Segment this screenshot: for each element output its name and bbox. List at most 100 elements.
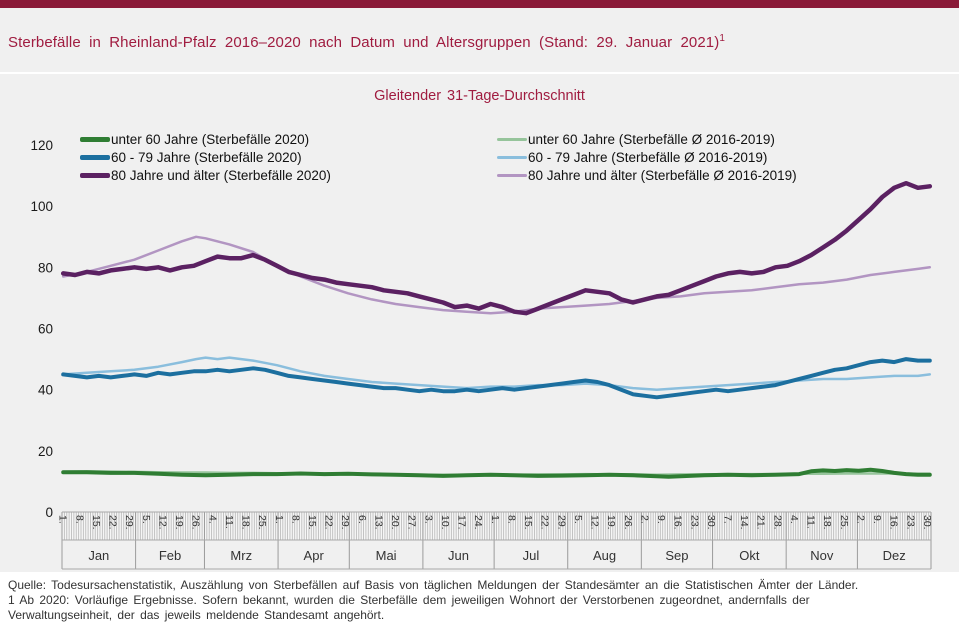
- legend-line-swatch: [497, 155, 527, 159]
- x-axis-day-label: 11.: [805, 515, 817, 529]
- x-axis-day-label: 29.: [123, 515, 135, 530]
- chart-card: Gleitender 31-Tage-Durchschnitt unter 60…: [0, 74, 959, 571]
- legend-label: 60 - 79 Jahre (Sterbefälle Ø 2016-2019): [528, 149, 768, 165]
- x-axis-day-label: 5.: [572, 515, 584, 524]
- x-axis-day-label: 8.: [73, 515, 85, 524]
- x-axis-day-label: 21.: [755, 515, 767, 530]
- legend-line-swatch: [80, 136, 110, 142]
- series-line-1: [61, 356, 932, 391]
- top-accent-bar: [0, 0, 959, 8]
- x-axis-day-label: 2.: [854, 515, 866, 524]
- month-label: Jun: [448, 548, 469, 563]
- legend-item-under60-avg: unter 60 Jahre (Sterbefälle Ø 2016-2019): [497, 130, 797, 148]
- legend-label: 80 Jahre und älter (Sterbefälle 2020): [111, 167, 331, 183]
- page-title-text: Sterbefälle in Rheinland-Pfalz 2016–2020…: [8, 34, 720, 51]
- x-axis-day-label: 8.: [289, 515, 301, 524]
- x-axis-day-label: 9.: [871, 515, 883, 524]
- x-axis-day-label: 17.: [456, 515, 468, 530]
- x-axis-day-label: 4.: [206, 515, 218, 524]
- month-label: Aug: [593, 548, 616, 563]
- legend-label: 80 Jahre und älter (Sterbefälle Ø 2016-2…: [528, 167, 797, 183]
- month-label: Feb: [159, 548, 181, 563]
- x-axis-day-label: 16.: [888, 515, 900, 530]
- x-axis-day-label: 27.: [406, 515, 418, 530]
- x-axis-day-label: 29.: [555, 515, 567, 530]
- series-line-2: [61, 235, 932, 315]
- legend-line-swatch: [80, 154, 110, 160]
- legend-average-2016-2019: unter 60 Jahre (Sterbefälle Ø 2016-2019)…: [497, 130, 797, 184]
- y-axis-tick-label: 120: [30, 138, 53, 153]
- month-label: Jan: [88, 548, 109, 563]
- footer-line-footnote: 1 Ab 2020: Vorläufige Ergebnisse. Sofern…: [8, 593, 810, 607]
- x-axis-day-label: 29.: [339, 515, 351, 530]
- x-axis-day-label: 8.: [505, 515, 517, 524]
- y-axis-tick-label: 80: [38, 260, 53, 275]
- x-axis-day-label: 6.: [356, 515, 368, 524]
- x-axis-day-label: 25.: [838, 515, 850, 530]
- x-axis-day-label: 12.: [156, 515, 168, 530]
- x-axis-day-label: 25.: [256, 515, 268, 530]
- x-axis-day-label: 9.: [655, 515, 667, 524]
- footer-line-footnote-cont: Verwaltungseinheit, der das jeweils meld…: [8, 608, 385, 622]
- x-axis-day-label: 22.: [107, 515, 119, 530]
- y-axis-tick-label: 40: [38, 383, 53, 398]
- legend-item-under60-2020: unter 60 Jahre (Sterbefälle 2020): [80, 130, 331, 148]
- month-label: Jul: [523, 548, 540, 563]
- x-axis-day-label: 26.: [622, 515, 634, 530]
- x-axis-day-label: 15.: [90, 515, 102, 530]
- legend-label: unter 60 Jahre (Sterbefälle Ø 2016-2019): [528, 131, 775, 147]
- month-label: Sep: [665, 548, 688, 563]
- legend-item-80plus-avg: 80 Jahre und älter (Sterbefälle Ø 2016-2…: [497, 166, 797, 184]
- series-line-5: [60, 180, 933, 316]
- x-axis-day-label: 4.: [788, 515, 800, 524]
- legend-label: unter 60 Jahre (Sterbefälle 2020): [111, 131, 310, 147]
- header: Sterbefälle in Rheinland-Pfalz 2016–2020…: [0, 8, 959, 74]
- month-label: Apr: [304, 548, 325, 563]
- x-axis-day-label: 1.: [273, 515, 285, 524]
- x-axis-day-label: 28.: [771, 515, 783, 530]
- y-axis-tick-label: 60: [38, 322, 53, 337]
- x-axis-day-label: 19.: [173, 515, 185, 530]
- x-axis-day-label: 12.: [589, 515, 601, 530]
- x-axis-day-label: 16.: [672, 515, 684, 530]
- y-axis-tick-label: 20: [38, 444, 53, 459]
- legend-line-swatch: [497, 137, 527, 141]
- series-line-4: [61, 357, 932, 400]
- legend-label: 60 - 79 Jahre (Sterbefälle 2020): [111, 149, 302, 165]
- x-axis-day-label: 23.: [688, 515, 700, 530]
- legend-line-swatch: [497, 173, 527, 177]
- series-line-3: [61, 467, 932, 479]
- legend-item-60to79-2020: 60 - 79 Jahre (Sterbefälle 2020): [80, 148, 331, 166]
- y-axis-tick-label: 0: [45, 505, 53, 520]
- x-axis-day-label: 22.: [323, 515, 335, 530]
- x-axis-day-label: 23.: [904, 515, 916, 530]
- x-axis-day-label: 18.: [821, 515, 833, 530]
- x-axis-day-label: 19.: [605, 515, 617, 530]
- legend-item-60to79-avg: 60 - 79 Jahre (Sterbefälle Ø 2016-2019): [497, 148, 797, 166]
- x-axis-day-label: 30.: [705, 515, 717, 530]
- month-label: Mai: [376, 548, 397, 563]
- x-axis-day-label: 15.: [522, 515, 534, 530]
- x-axis-day-label: 13.: [372, 515, 384, 530]
- x-axis-day-label: 20.: [389, 515, 401, 530]
- month-label: Dez: [883, 548, 906, 563]
- x-axis-day-label: 7.: [721, 515, 733, 524]
- x-axis-day-label: 1.: [489, 515, 501, 524]
- month-label: Mrz: [230, 548, 252, 563]
- page-title-footnote-marker: 1: [719, 33, 726, 44]
- x-axis-day-label: 18.: [240, 515, 252, 530]
- legend-line-swatch: [80, 172, 110, 178]
- x-axis-day-label: 1.: [57, 515, 69, 524]
- x-axis-day-label: 15.: [306, 515, 318, 530]
- x-axis-day-label: 10.: [439, 515, 451, 530]
- month-label: Nov: [810, 548, 834, 563]
- x-axis-day-label: 5.: [140, 515, 152, 524]
- source-footer: Quelle: Todesursachenstatistik, Auszählu…: [0, 572, 959, 631]
- x-axis-day-label: 22.: [539, 515, 551, 530]
- legend-item-80plus-2020: 80 Jahre und älter (Sterbefälle 2020): [80, 166, 331, 184]
- x-axis-day-label: 11.: [223, 515, 235, 529]
- x-axis-day-label: 14.: [738, 515, 750, 530]
- legend-2020: unter 60 Jahre (Sterbefälle 2020) 60 - 7…: [80, 130, 331, 184]
- x-axis-day-label: 3.: [422, 515, 434, 524]
